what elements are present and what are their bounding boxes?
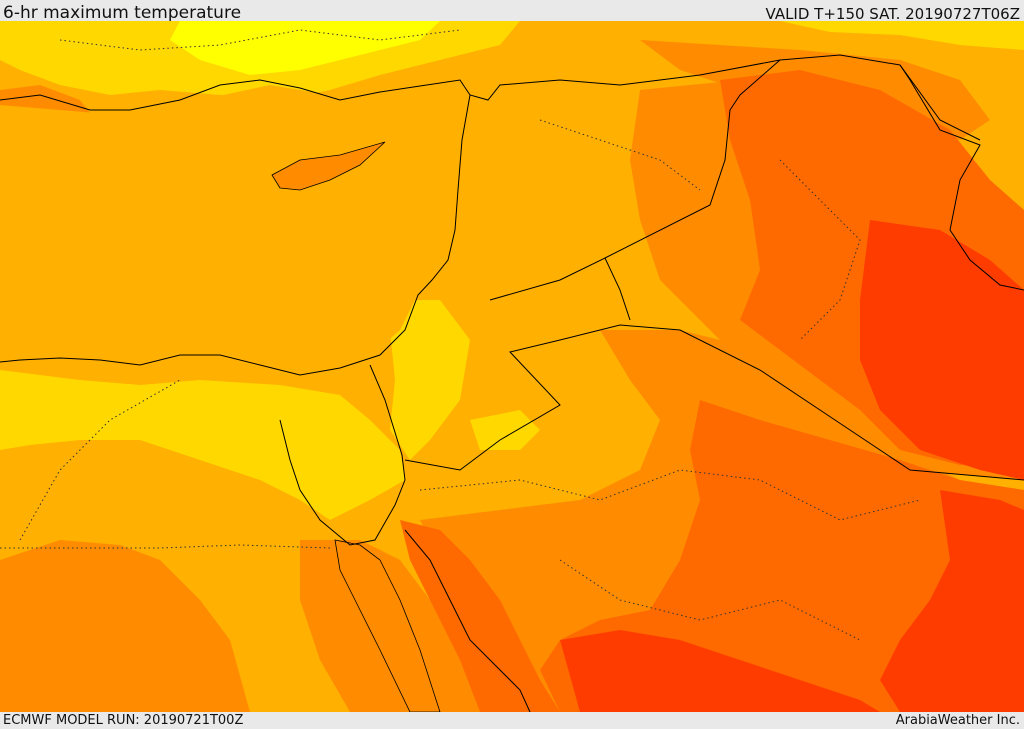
admin-boundary-saudi	[419, 469, 921, 521]
border-iran-iraq	[899, 64, 1024, 291]
red-gulf-core	[880, 490, 1024, 712]
temperature-map[interactable]	[0, 21, 1024, 712]
border-jordan-iraq-saudi	[404, 324, 1024, 481]
yellow-jordan-patch	[470, 410, 540, 450]
red-sea	[334, 539, 441, 712]
coastline-turkey	[0, 54, 981, 141]
coastline-sinai	[279, 419, 406, 546]
yellow-levant-region	[390, 300, 470, 460]
border-egypt-israel	[369, 364, 406, 481]
admin-boundary-arabia-south	[559, 559, 861, 641]
red-iraq-core	[860, 220, 1024, 480]
cyprus-island	[271, 141, 386, 191]
red-southwest-core	[560, 630, 880, 712]
map-title: 6-hr maximum temperature	[3, 3, 242, 23]
dark-orange-arabia-region	[540, 400, 1024, 712]
credit-label: ArabiaWeather Inc.	[895, 713, 1020, 728]
bright-yellow-north-region	[170, 21, 440, 75]
header-bar: 6-hr maximum temperature VALID T+150 SAT…	[0, 0, 1024, 23]
coastline-red-sea-east	[404, 529, 531, 712]
border-syria-iraq-north	[604, 59, 781, 259]
dark-orange-hijaz-region	[400, 520, 560, 712]
model-run-label: ECMWF MODEL RUN: 20190721T00Z	[3, 713, 244, 728]
footer-bar: ECMWF MODEL RUN: 20190721T00Z ArabiaWeat…	[0, 712, 1024, 729]
admin-boundary-iraq	[779, 159, 861, 341]
admin-boundary-syria	[539, 119, 701, 191]
yellow-egypt-region	[0, 370, 405, 520]
yellow-northeast-patch	[880, 21, 1024, 42]
valid-time-label: VALID T+150 SAT. 20190727T06Z	[765, 5, 1020, 23]
orange-south-egypt-region	[0, 540, 250, 712]
coastline-levant	[0, 94, 471, 376]
